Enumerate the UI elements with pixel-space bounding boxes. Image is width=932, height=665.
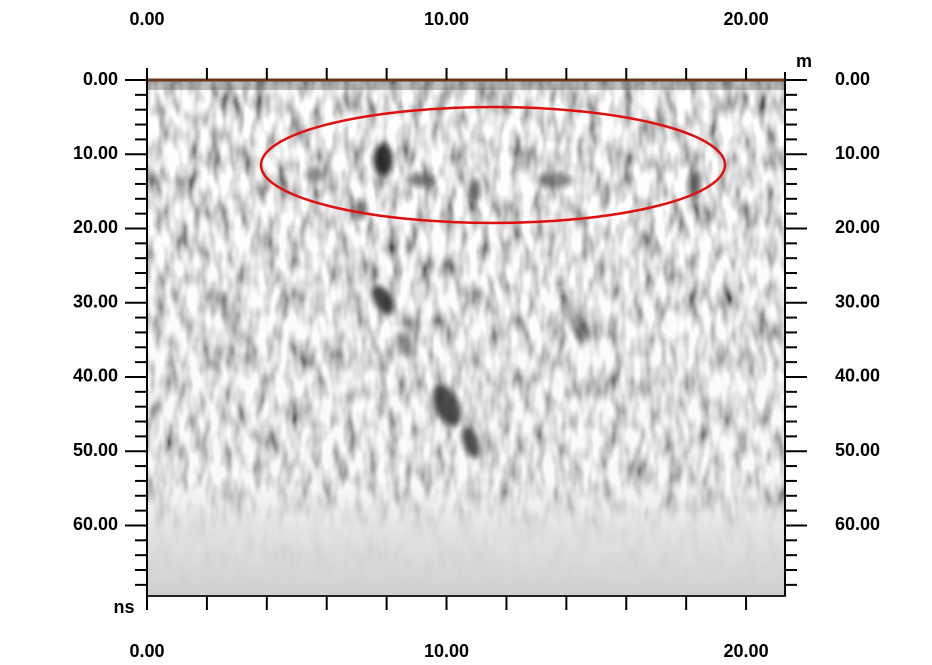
y-tick-label-right: 10.00 <box>835 143 880 163</box>
y-tick-label-left: 30.00 <box>73 291 118 311</box>
y-tick-label-left: 20.00 <box>73 217 118 237</box>
y-tick-label-left: 40.00 <box>73 366 118 386</box>
y-tick-label-left: 60.00 <box>73 514 118 534</box>
x-tick-label-top: 20.00 <box>724 9 769 29</box>
y-tick-label-left: 10.00 <box>73 143 118 163</box>
x-tick-label-bottom: 20.00 <box>724 641 769 661</box>
y-unit: ns <box>113 597 134 617</box>
radargram-image <box>146 78 786 597</box>
x-tick-label-top: 10.00 <box>424 9 469 29</box>
y-tick-label-right: 50.00 <box>835 440 880 460</box>
highlight-ellipse <box>259 105 727 225</box>
y-tick-label-left: 0.00 <box>83 69 118 89</box>
y-tick-label-left: 50.00 <box>73 440 118 460</box>
x-tick-label-bottom: 0.00 <box>129 641 164 661</box>
x-tick-label-bottom: 10.00 <box>424 641 469 661</box>
y-tick-label-right: 40.00 <box>835 366 880 386</box>
y-tick-label-right: 60.00 <box>835 514 880 534</box>
x-unit: m <box>796 51 812 71</box>
y-tick-label-right: 20.00 <box>835 217 880 237</box>
y-tick-label-right: 0.00 <box>835 69 870 89</box>
y-tick-label-right: 30.00 <box>835 291 880 311</box>
x-tick-label-top: 0.00 <box>129 9 164 29</box>
